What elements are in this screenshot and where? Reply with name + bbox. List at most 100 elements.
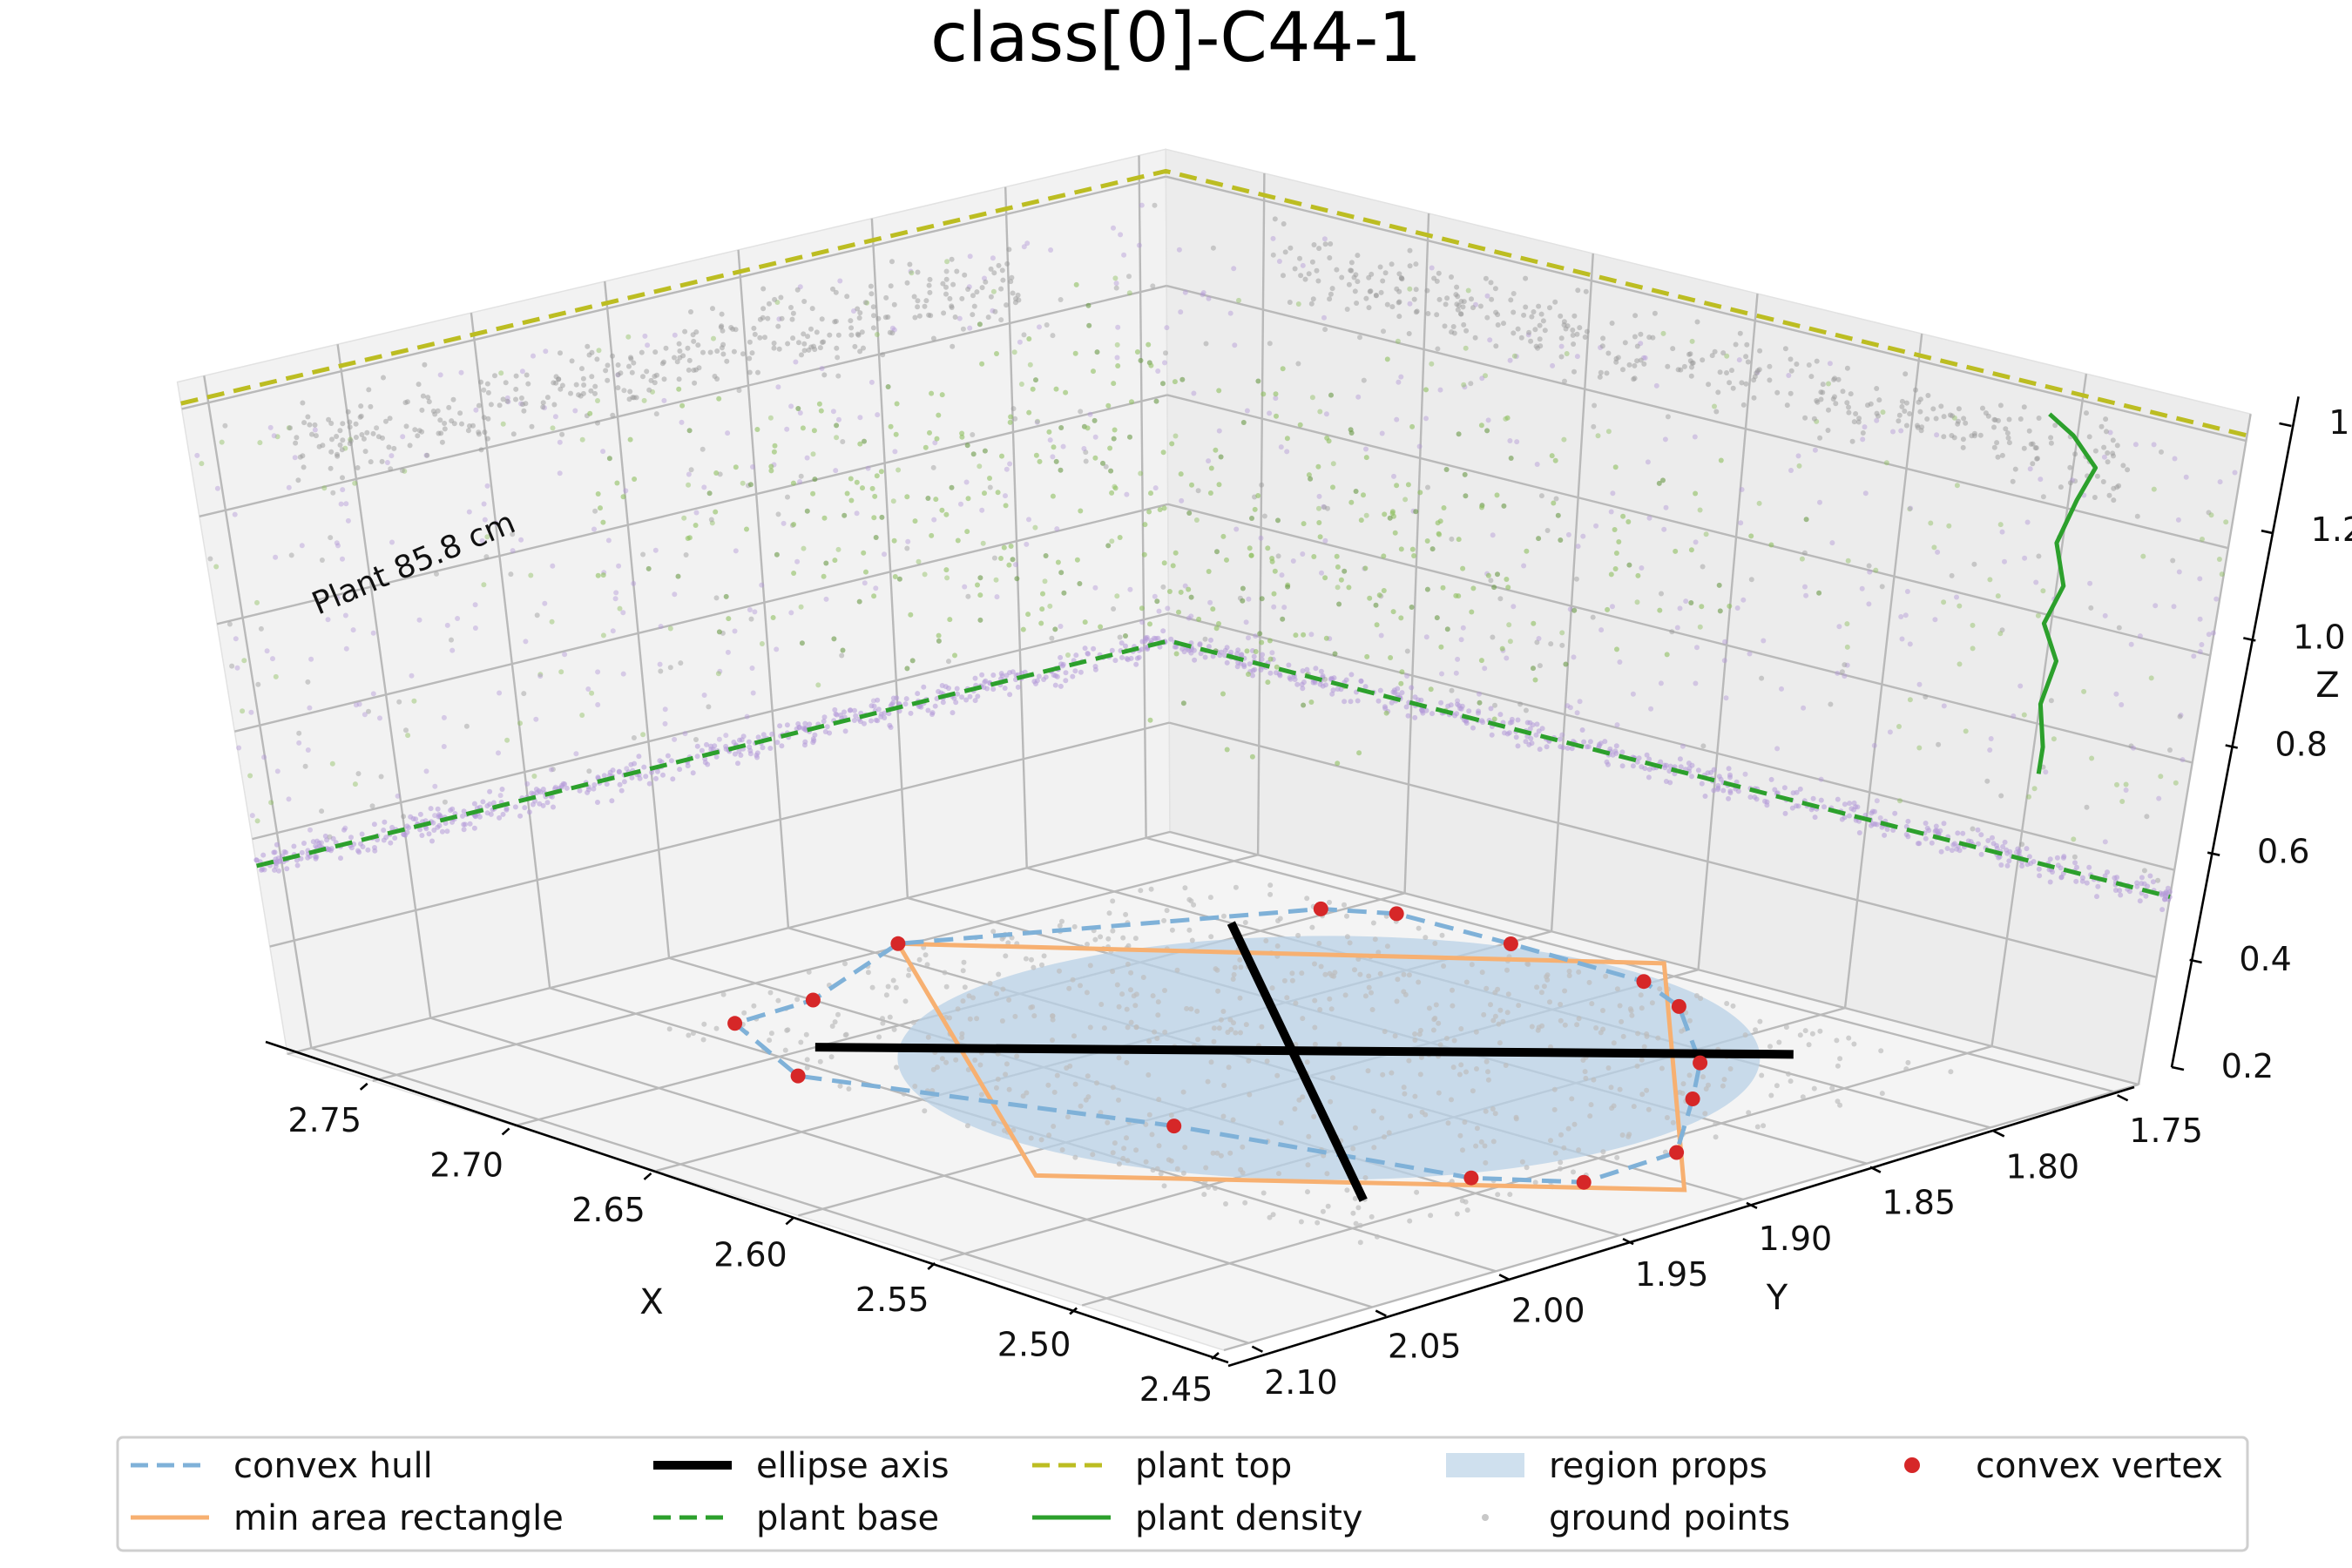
side-wall-base-point xyxy=(1689,774,1694,780)
back-wall-base-point xyxy=(888,725,894,730)
side-wall-top-point xyxy=(2092,448,2099,454)
back-wall-base-point xyxy=(448,808,454,814)
ground-point xyxy=(1161,1183,1167,1189)
tick-labels: 2.752.702.652.602.552.502.451.751.801.85… xyxy=(287,403,2352,1409)
canopy-point xyxy=(600,572,606,578)
side-wall-base-point xyxy=(2118,892,2124,898)
side-wall-base-point xyxy=(1754,796,1760,802)
ground-point xyxy=(959,1031,965,1037)
side-wall-base-point xyxy=(2147,873,2153,879)
back-wall-top-point xyxy=(368,403,374,409)
canopy-point xyxy=(1612,464,1619,470)
back-wall-base-point xyxy=(641,764,647,770)
side-wall-body-point xyxy=(1610,604,1615,610)
back-wall-body-point xyxy=(330,490,336,496)
back-wall-top-point xyxy=(733,327,739,333)
side-wall-top-point xyxy=(2067,480,2073,486)
ground-point xyxy=(1180,1089,1186,1095)
ground-point xyxy=(1746,1110,1752,1116)
back-wall-top-point xyxy=(633,395,639,401)
ground-point xyxy=(1146,1038,1152,1044)
back-wall-body-point xyxy=(1047,437,1053,443)
side-wall-top-point xyxy=(1532,327,1538,333)
back-wall-base-point xyxy=(951,695,957,701)
back-wall-body-point xyxy=(1112,275,1119,281)
back-wall-base-point xyxy=(929,710,936,716)
side-wall-base-point xyxy=(1851,807,1857,813)
side-wall-base-point xyxy=(1235,659,1241,666)
canopy-point xyxy=(1210,606,1216,612)
back-wall-body-point xyxy=(396,699,402,705)
ground-point xyxy=(1003,953,1009,959)
back-wall-base-point xyxy=(480,799,486,805)
back-wall-base-point xyxy=(359,831,365,837)
back-wall-base-point xyxy=(372,845,377,850)
ground-point xyxy=(1639,1057,1645,1063)
canopy-point xyxy=(799,640,805,646)
side-wall-base-point xyxy=(2105,869,2110,875)
back-wall-top-point xyxy=(576,392,582,398)
side-wall-body-point xyxy=(1595,433,1601,439)
ground-point xyxy=(1233,884,1239,890)
back-wall-top-point xyxy=(848,332,855,338)
back-wall-top-point xyxy=(615,362,621,368)
back-wall-body-point xyxy=(537,673,544,679)
back-wall-base-point xyxy=(946,686,951,691)
canopy-point xyxy=(1317,534,1323,540)
back-wall-base-point xyxy=(443,821,449,826)
back-wall-base-point xyxy=(392,835,398,841)
side-wall-body-point xyxy=(1839,669,1845,675)
canopy-point xyxy=(1311,554,1317,559)
side-wall-body-point xyxy=(1946,523,1952,529)
back-wall-body-point xyxy=(521,691,527,697)
side-wall-body-point xyxy=(1270,252,1276,258)
back-wall-body-point xyxy=(1136,242,1142,248)
back-wall-top-point xyxy=(695,342,701,348)
ground-point xyxy=(1519,1159,1525,1165)
side-wall-top-point xyxy=(1292,266,1298,272)
side-wall-top-point xyxy=(2086,434,2092,440)
side-wall-body-point xyxy=(2002,558,2007,564)
z-tick-label: 0.4 xyxy=(2239,940,2291,978)
ground-point xyxy=(1377,970,1383,977)
side-wall-top-point xyxy=(1597,374,1603,380)
back-wall-base-point xyxy=(1078,669,1084,675)
side-wall-base-point xyxy=(1304,666,1310,672)
side-wall-body-point xyxy=(1344,307,1350,312)
side-wall-base-point xyxy=(1509,720,1515,725)
back-wall-base-point xyxy=(732,751,738,757)
back-wall-body-point xyxy=(788,403,794,409)
ground-point xyxy=(1203,1165,1209,1171)
back-wall-top-point xyxy=(326,416,332,422)
side-wall-body-point xyxy=(1460,625,1466,631)
legend-label: plant density xyxy=(1135,1498,1362,1538)
back-wall-body-point xyxy=(1117,634,1123,640)
back-wall-base-point xyxy=(694,754,700,760)
canopy-point xyxy=(1253,649,1259,654)
ground-point xyxy=(1215,988,1221,994)
side-wall-top-point xyxy=(1983,410,1989,416)
ground-point xyxy=(972,1058,978,1063)
ground-point xyxy=(1753,1027,1758,1033)
canopy-point xyxy=(1816,590,1822,596)
back-wall-top-point xyxy=(540,404,546,410)
back-wall-body-point xyxy=(944,259,950,265)
back-wall-top-point xyxy=(999,267,1005,274)
side-wall-top-point xyxy=(1492,286,1498,292)
side-wall-body-point xyxy=(1999,529,2005,535)
back-wall-body-point xyxy=(797,410,803,416)
side-wall-base-point xyxy=(2036,866,2042,872)
side-wall-top-point xyxy=(1536,303,1542,309)
canopy-point xyxy=(1082,619,1088,625)
back-wall-top-point xyxy=(605,377,611,383)
ground-point xyxy=(1162,1029,1168,1035)
side-wall-body-point xyxy=(2172,456,2178,462)
ground-point xyxy=(1562,1022,1568,1028)
side-wall-body-point xyxy=(1683,598,1689,605)
x-tick-label: 2.60 xyxy=(713,1236,787,1274)
back-wall-body-point xyxy=(620,671,626,677)
side-wall-base-point xyxy=(1565,745,1571,751)
side-wall-base-point xyxy=(1835,796,1841,802)
back-wall-body-point xyxy=(840,439,846,444)
ground-point xyxy=(1005,940,1011,946)
